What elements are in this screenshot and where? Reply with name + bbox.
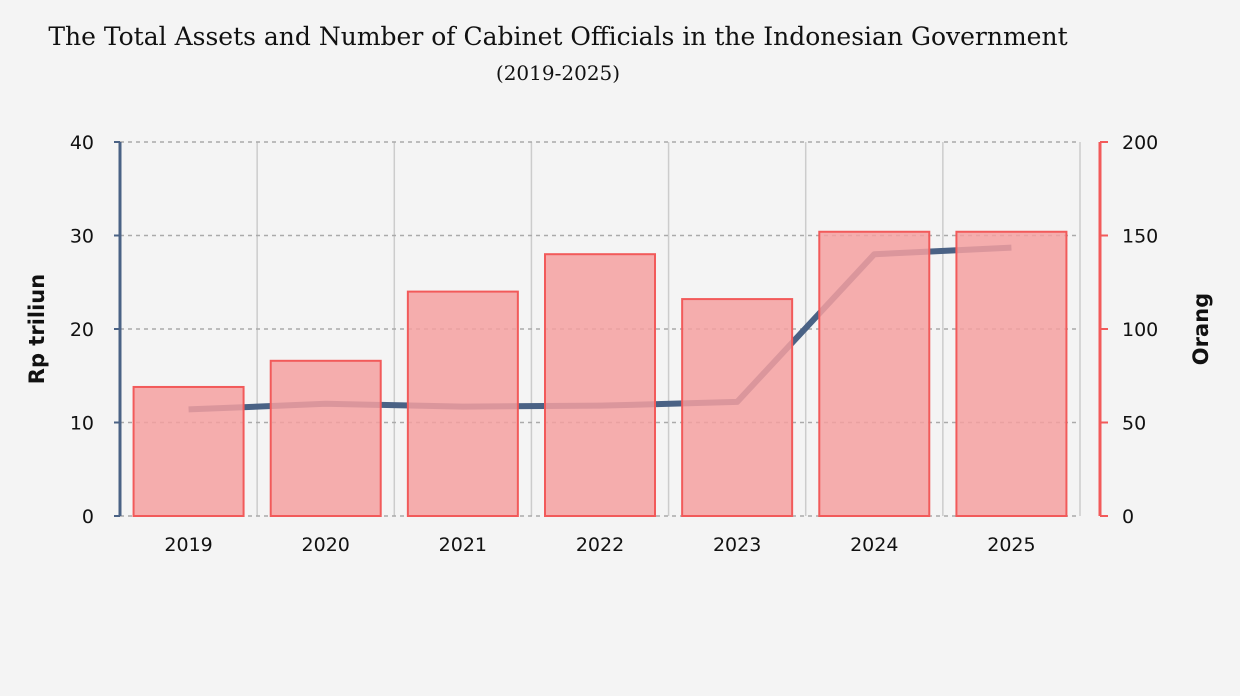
x-tick-label: 2024 (850, 534, 898, 556)
officials-bar (818, 230, 931, 517)
x-tick-label: 2025 (987, 534, 1035, 556)
x-tick-label: 2020 (302, 534, 350, 556)
y-axis-left-label: Rp triliun (25, 274, 49, 384)
chart-title: The Total Assets and Number of Cabinet O… (48, 22, 1067, 51)
left-tick-label: 30 (70, 226, 94, 248)
officials-bar (132, 385, 245, 517)
officials-bar (269, 359, 382, 518)
x-tick-label: 2023 (713, 534, 761, 556)
right-tick-label: 150 (1122, 226, 1158, 248)
right-tick-label: 50 (1122, 413, 1146, 435)
right-tick-label: 0 (1122, 506, 1134, 528)
y-axis-right-label: Orang (1189, 293, 1213, 365)
chart-subtitle: (2019-2025) (496, 61, 620, 85)
left-tick-label: 10 (70, 413, 94, 435)
right-tick-label: 200 (1122, 132, 1158, 154)
officials-bar (544, 253, 656, 517)
left-tick-label: 0 (82, 506, 94, 528)
left-tick-label: 40 (70, 132, 94, 154)
left-tick-label: 20 (70, 319, 94, 341)
officials-bar (955, 230, 1068, 517)
x-tick-label: 2021 (439, 534, 487, 556)
officials-bar (406, 290, 519, 517)
x-tick-label: 2022 (576, 534, 624, 556)
x-tick-label: 2019 (164, 534, 212, 556)
right-tick-label: 100 (1122, 319, 1158, 341)
officials-bar (681, 298, 794, 517)
